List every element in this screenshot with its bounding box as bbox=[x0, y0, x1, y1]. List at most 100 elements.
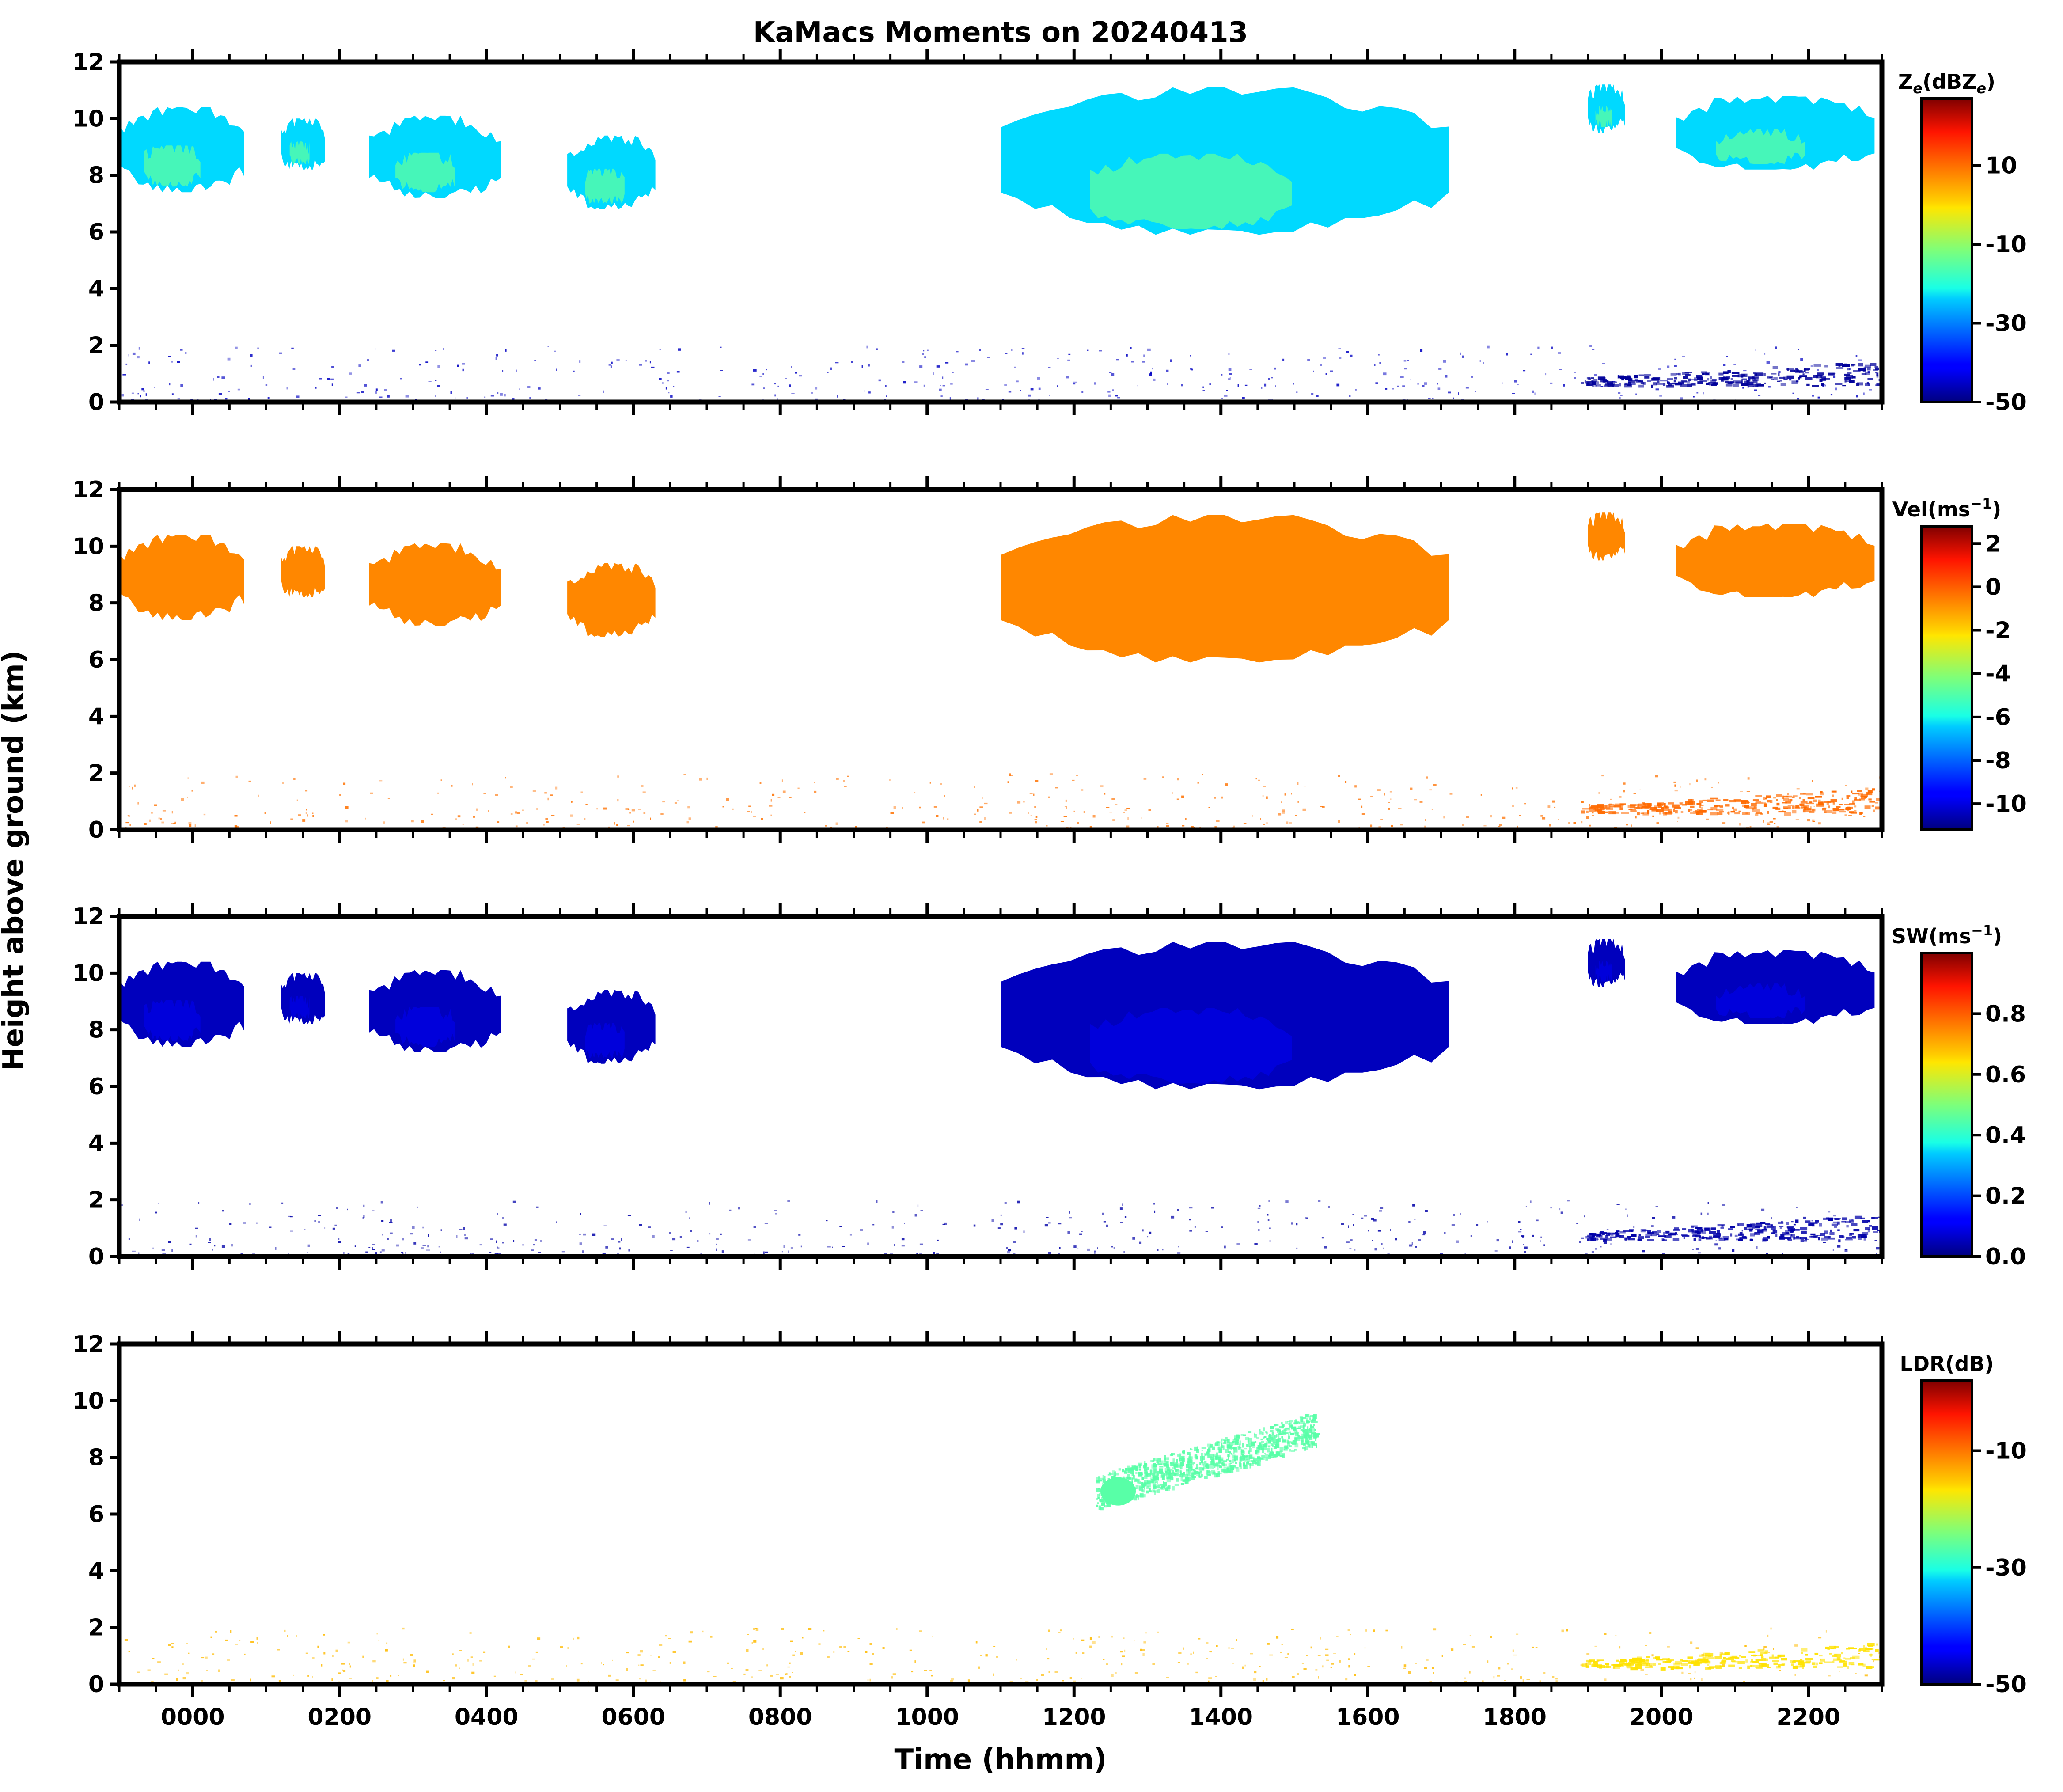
low-layer-speck bbox=[1733, 383, 1739, 387]
clutter-speck bbox=[1817, 396, 1820, 399]
clutter-speck bbox=[1330, 1667, 1332, 1668]
clutter-speck bbox=[1674, 784, 1676, 787]
ldr-speck bbox=[1307, 1434, 1310, 1437]
clutter-speck bbox=[1194, 1226, 1196, 1228]
clutter-speck bbox=[1720, 1227, 1724, 1229]
ldr-speck bbox=[1127, 1465, 1130, 1471]
clutter-speck bbox=[790, 1247, 793, 1249]
low-layer-speck bbox=[1843, 1663, 1847, 1667]
low-layer-speck bbox=[1853, 1229, 1860, 1232]
clutter-speck bbox=[1722, 822, 1726, 824]
ldr-speck bbox=[1250, 1460, 1255, 1462]
low-layer-speck bbox=[1751, 1655, 1757, 1656]
clutter-speck bbox=[526, 822, 528, 824]
low-layer-speck bbox=[1800, 1239, 1804, 1242]
clutter-speck bbox=[933, 806, 937, 808]
low-layer-speck bbox=[1816, 1662, 1818, 1666]
clutter-speck bbox=[1142, 361, 1145, 363]
clutter-speck bbox=[1832, 1249, 1834, 1251]
ldr-speck bbox=[1246, 1444, 1248, 1447]
clutter-speck bbox=[1526, 1679, 1530, 1680]
clutter-speck bbox=[804, 812, 806, 813]
x-tick-label: 0800 bbox=[748, 1704, 812, 1731]
low-layer-speck bbox=[1805, 1662, 1810, 1664]
clutter-speck bbox=[411, 820, 414, 823]
clutter-speck bbox=[1718, 782, 1719, 784]
clutter-speck bbox=[437, 385, 440, 387]
ldr-speck bbox=[1214, 1473, 1218, 1478]
clutter-speck bbox=[1494, 1250, 1498, 1252]
clutter-speck bbox=[1166, 825, 1169, 827]
clutter-speck bbox=[1812, 395, 1814, 397]
colorbar-label-part: ) bbox=[1993, 924, 2002, 948]
clutter-speck bbox=[1127, 817, 1129, 820]
clutter-speck bbox=[1804, 1240, 1807, 1242]
ldr-speck bbox=[1264, 1453, 1266, 1455]
low-layer-speck bbox=[1794, 1660, 1796, 1663]
low-layer-speck bbox=[1828, 801, 1834, 803]
low-layer-speck bbox=[1869, 1654, 1873, 1656]
low-layer-speck bbox=[1723, 1657, 1726, 1659]
clutter-speck bbox=[1214, 797, 1216, 799]
ldr-speck bbox=[1302, 1425, 1305, 1429]
ldr-speck bbox=[1146, 1473, 1149, 1477]
clutter-speck bbox=[1422, 385, 1425, 387]
ldr-speck bbox=[1203, 1453, 1206, 1456]
clutter-speck bbox=[508, 1645, 510, 1648]
clutter-speck bbox=[732, 808, 734, 810]
ldr-speck bbox=[1268, 1454, 1271, 1459]
y-tick-label: 10 bbox=[72, 960, 104, 987]
clutter-speck bbox=[1667, 1646, 1670, 1648]
clutter-speck bbox=[766, 1664, 768, 1667]
low-layer-speck bbox=[1644, 376, 1650, 379]
clutter-speck bbox=[1124, 1216, 1127, 1218]
low-layer-speck bbox=[1757, 1649, 1764, 1652]
clutter-speck bbox=[1550, 382, 1553, 384]
clutter-speck bbox=[372, 1660, 376, 1663]
low-layer-speck bbox=[1696, 803, 1702, 805]
clutter-speck bbox=[649, 361, 651, 364]
low-layer-speck bbox=[1820, 792, 1824, 796]
clutter-speck bbox=[1147, 348, 1151, 351]
clutter-speck bbox=[215, 1631, 217, 1633]
clutter-speck bbox=[1636, 810, 1637, 812]
ldr-speck bbox=[1154, 1469, 1156, 1474]
echo-core-cloud-2130 bbox=[1716, 129, 1805, 164]
clutter-speck bbox=[751, 1676, 753, 1678]
clutter-speck bbox=[1193, 1651, 1194, 1654]
clutter-speck bbox=[1255, 778, 1257, 780]
ldr-speck bbox=[1133, 1475, 1135, 1479]
ldr-speck bbox=[1102, 1502, 1104, 1506]
clutter-speck bbox=[466, 397, 468, 399]
ldr-speck bbox=[1098, 1505, 1101, 1510]
ldr-echo-core bbox=[1100, 1477, 1136, 1506]
low-layer-speck bbox=[1793, 1223, 1796, 1226]
ldr-speck bbox=[1282, 1439, 1286, 1443]
clutter-speck bbox=[1493, 1676, 1495, 1679]
ldr-speck bbox=[1102, 1483, 1104, 1485]
ldr-speck bbox=[1159, 1468, 1163, 1473]
clutter-speck bbox=[1497, 1675, 1500, 1677]
ldr-speck bbox=[1274, 1454, 1278, 1458]
clutter-speck bbox=[121, 1204, 123, 1206]
clutter-speck bbox=[1674, 358, 1676, 360]
ldr-speck bbox=[1240, 1450, 1242, 1455]
low-layer-speck bbox=[1787, 1238, 1792, 1241]
low-layer-speck bbox=[1808, 809, 1812, 812]
clutter-speck bbox=[889, 779, 891, 781]
clutter-speck bbox=[1594, 374, 1597, 376]
low-layer-speck bbox=[1594, 384, 1601, 387]
colorbar-ze bbox=[1920, 97, 1973, 403]
low-layer-speck bbox=[1702, 1237, 1708, 1239]
clutter-speck bbox=[180, 349, 183, 351]
ldr-speck bbox=[1204, 1461, 1207, 1465]
low-layer-speck bbox=[1799, 376, 1802, 379]
ldr-speck bbox=[1247, 1461, 1249, 1464]
low-layer-speck bbox=[1805, 1660, 1811, 1663]
ldr-speck bbox=[1221, 1438, 1223, 1441]
clutter-speck bbox=[876, 1200, 878, 1203]
clutter-speck bbox=[1655, 388, 1659, 391]
ldr-speck bbox=[1136, 1495, 1140, 1497]
low-layer-speck bbox=[1753, 372, 1756, 374]
